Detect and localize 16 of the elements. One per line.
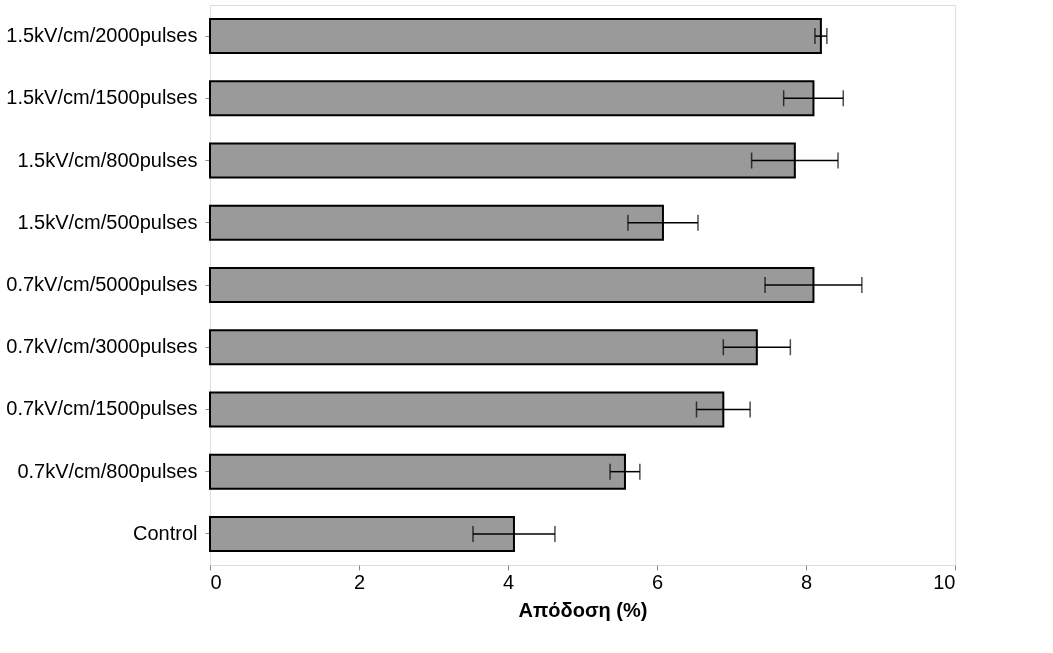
y-tick-label: 0.7kV/cm/5000pulses — [6, 273, 198, 295]
x-tick-label: 0 — [210, 570, 222, 593]
y-tick-label: 1.5kV/cm/800pulses — [17, 148, 198, 171]
y-tick-label: 0.7kV/cm/3000pulses — [6, 335, 198, 358]
x-tick-label: 8 — [800, 570, 813, 593]
x-tick-label: 6 — [651, 570, 664, 593]
x-axis-title: Απόδοση (%) — [518, 598, 648, 621]
y-tick-label: 0.7kV/cm/800pulses — [17, 459, 198, 482]
x-tick-label: 4 — [502, 570, 515, 593]
y-tick-label: 1.5kV/cm/1500pulses — [6, 86, 198, 109]
y-tick-label: 1.5kV/cm/2000pulses — [6, 24, 198, 47]
x-tick-label: 10 — [933, 570, 956, 593]
y-tick-label: Control — [133, 521, 198, 544]
y-tick-label: 0.7kV/cm/1500pulses — [6, 397, 198, 420]
y-tick-label: 1.5kV/cm/500pulses — [17, 210, 198, 233]
x-tick-label: 2 — [353, 570, 366, 593]
